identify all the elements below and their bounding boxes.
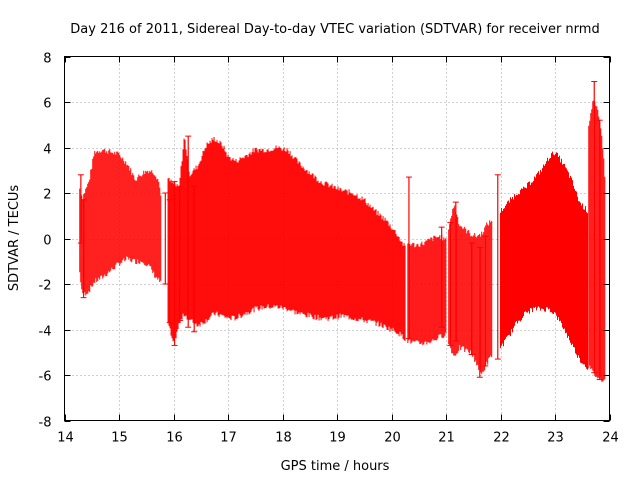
- x-tick-label: 16: [166, 431, 183, 446]
- x-tick-label: 14: [57, 431, 74, 446]
- grid-lines: [64, 56, 610, 421]
- error-bar-block-3: [407, 234, 447, 346]
- y-tick-label: -4: [39, 325, 52, 340]
- error-bar-block-2: [167, 136, 406, 342]
- x-tick-label: 18: [275, 431, 292, 446]
- x-tick-label: 21: [438, 431, 455, 446]
- error-bar-spikes: [77, 81, 603, 381]
- x-axis-label: GPS time / hours: [281, 459, 390, 474]
- x-tick-label: 24: [602, 431, 619, 446]
- y-tick-label: -2: [39, 279, 52, 294]
- chart-title: Day 216 of 2011, Sidereal Day-to-day VTE…: [70, 22, 599, 37]
- x-tick-label: 19: [329, 431, 346, 446]
- y-tick-label: 2: [43, 188, 51, 203]
- y-tick-label: 8: [43, 52, 51, 67]
- x-tick-label: 15: [111, 431, 128, 446]
- y-tick-label: 0: [43, 234, 51, 249]
- x-tick-label: 22: [493, 431, 510, 446]
- y-tick-label: -8: [39, 416, 52, 431]
- y-axis-label: SDTVAR / TECUs: [7, 185, 22, 292]
- error-bar-block-5: [500, 151, 588, 370]
- y-tick-label: -6: [39, 370, 52, 385]
- x-tick-label: 17: [220, 431, 237, 446]
- error-bars: [77, 81, 606, 382]
- x-tick-label: 20: [384, 431, 401, 446]
- y-tick-label: 6: [43, 97, 51, 112]
- y-tick-label: 4: [43, 143, 51, 158]
- x-tick-label: 23: [547, 431, 564, 446]
